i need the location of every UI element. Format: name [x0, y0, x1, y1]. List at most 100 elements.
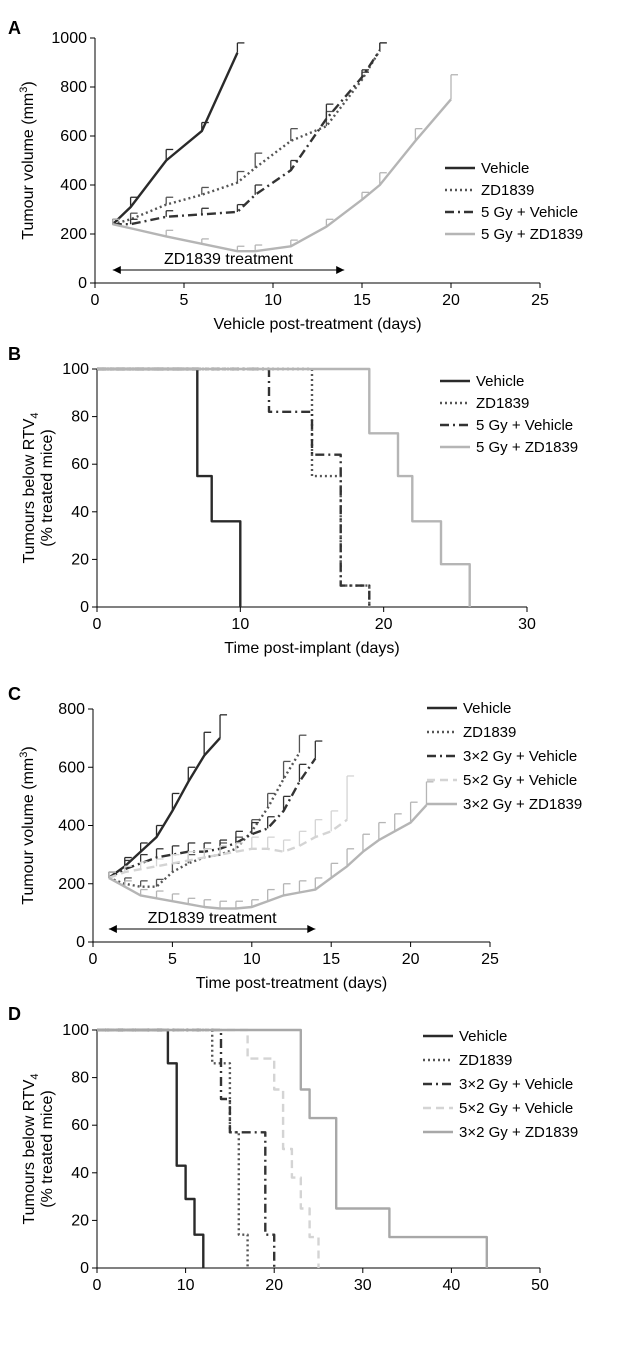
legend-label: 5×2 Gy + Vehicle	[459, 1100, 573, 1117]
panel-label: A	[8, 18, 21, 38]
series-line	[112, 98, 452, 253]
y-tick-label: 600	[60, 128, 87, 145]
legend-label: 5 Gy + Vehicle	[476, 417, 573, 434]
y-axis-label: Tumour volume (mm3)	[18, 746, 37, 904]
series-line	[97, 367, 371, 607]
x-tick-label: 25	[531, 292, 549, 309]
x-tick-label: 20	[375, 616, 393, 633]
legend-label: 3×2 Gy + ZD1839	[463, 796, 582, 813]
legend-label: 5 Gy + ZD1839	[481, 226, 583, 243]
x-tick-label: 15	[353, 292, 371, 309]
x-tick-label: 50	[531, 1277, 549, 1294]
x-axis-label: Vehicle post-treatment (days)	[213, 316, 421, 333]
series-line	[108, 752, 301, 888]
y-tick-label: 0	[76, 934, 85, 951]
legend-label: ZD1839	[463, 724, 516, 741]
x-tick-label: 5	[168, 951, 177, 968]
legend-label: 5 Gy + Vehicle	[481, 204, 578, 221]
legend-label: Vehicle	[476, 373, 524, 390]
panel-label: B	[8, 344, 21, 364]
legend-label: 3×2 Gy + ZD1839	[459, 1124, 578, 1141]
treatment-annotation: ZD1839 treatment	[148, 910, 278, 927]
treatment-annotation: ZD1839 treatment	[164, 251, 294, 268]
series-line	[108, 818, 348, 880]
y-tick-label: 200	[60, 226, 87, 243]
y-tick-label: 80	[71, 409, 89, 426]
x-axis-label: Time post-implant (days)	[224, 640, 399, 657]
treatment-arrowhead	[108, 925, 117, 933]
legend-label: ZD1839	[459, 1052, 512, 1069]
y-tick-label: 40	[71, 1165, 89, 1182]
series-line	[97, 367, 242, 607]
legend-label: Vehicle	[463, 700, 511, 717]
y-tick-label: 20	[71, 551, 89, 568]
x-tick-label: 0	[91, 292, 100, 309]
y-axis-label-line2: (% treated mice)	[39, 1090, 56, 1207]
x-tick-label: 10	[264, 292, 282, 309]
y-tick-label: 60	[71, 456, 89, 473]
y-tick-label: 400	[58, 818, 85, 835]
y-tick-label: 100	[62, 361, 89, 378]
legend-label: 5×2 Gy + Vehicle	[463, 772, 577, 789]
x-tick-label: 15	[322, 951, 340, 968]
legend-label: ZD1839	[476, 395, 529, 412]
chart-panel-b: 0 10 20 30 0 20 40 60 80 100 Tumours below RTV4(% …	[21, 361, 578, 657]
x-tick-label: 30	[354, 1277, 372, 1294]
panel-label: D	[8, 1004, 21, 1024]
chart-panel-c: 0 5 10 15 20 25 0 200 400 600 800 Tumour volume (mm…	[18, 700, 582, 992]
y-tick-label: 20	[71, 1212, 89, 1229]
y-tick-label: 0	[78, 275, 87, 292]
y-tick-label: 0	[80, 1260, 89, 1277]
x-tick-label: 0	[93, 1277, 102, 1294]
y-tick-label: 100	[62, 1022, 89, 1039]
y-tick-label: 0	[80, 599, 89, 616]
series-line	[97, 367, 471, 607]
x-tick-label: 10	[243, 951, 261, 968]
series-line	[108, 737, 221, 879]
series-line	[97, 367, 371, 607]
legend-label: ZD1839	[481, 182, 534, 199]
y-axis-label: Tumours below RTV4	[21, 412, 41, 563]
legend-label: 5 Gy + ZD1839	[476, 439, 578, 456]
y-axis-label-line2: (% treated mice)	[39, 429, 56, 546]
y-tick-label: 800	[60, 79, 87, 96]
treatment-arrowhead	[336, 266, 345, 274]
x-tick-label: 10	[231, 616, 249, 633]
x-tick-label: 30	[518, 616, 536, 633]
series-line	[97, 1028, 276, 1268]
legend-label: 3×2 Gy + Vehicle	[463, 748, 577, 765]
treatment-arrowhead	[307, 925, 316, 933]
y-tick-label: 60	[71, 1117, 89, 1134]
y-tick-label: 200	[58, 876, 85, 893]
y-axis-label: Tumours below RTV4	[21, 1073, 41, 1224]
series-line	[97, 1028, 320, 1268]
y-tick-label: 1000	[51, 30, 87, 47]
x-tick-label: 20	[402, 951, 420, 968]
panel-label: C	[8, 684, 21, 704]
series-line	[97, 1028, 488, 1268]
x-tick-label: 0	[89, 951, 98, 968]
series-line	[97, 1028, 249, 1268]
y-axis-label: Tumour volume (mm3)	[18, 81, 37, 239]
x-tick-label: 10	[177, 1277, 195, 1294]
x-tick-label: 5	[180, 292, 189, 309]
y-tick-label: 400	[60, 177, 87, 194]
chart-panel-a: 0 5 10 15 20 25 0 200 400 600 800 1000 Tumour volume…	[18, 30, 583, 333]
y-tick-label: 600	[58, 759, 85, 776]
legend-label: 3×2 Gy + Vehicle	[459, 1076, 573, 1093]
legend-label: Vehicle	[459, 1028, 507, 1045]
x-tick-label: 25	[481, 951, 499, 968]
y-tick-label: 40	[71, 504, 89, 521]
legend-label: Vehicle	[481, 160, 529, 177]
series-line	[97, 1028, 205, 1268]
series-line	[111, 52, 239, 226]
chart-panel-d: 0 10 20 30 40 50 0 20 40 60 80 100 Tumours below RTV…	[21, 1022, 578, 1294]
x-tick-label: 20	[265, 1277, 283, 1294]
y-tick-label: 80	[71, 1070, 89, 1087]
treatment-arrowhead	[112, 266, 121, 274]
x-tick-label: 0	[93, 616, 102, 633]
x-axis-label: Time post-treatment (days)	[196, 975, 387, 992]
series-line	[112, 49, 381, 226]
series-line	[108, 757, 317, 879]
